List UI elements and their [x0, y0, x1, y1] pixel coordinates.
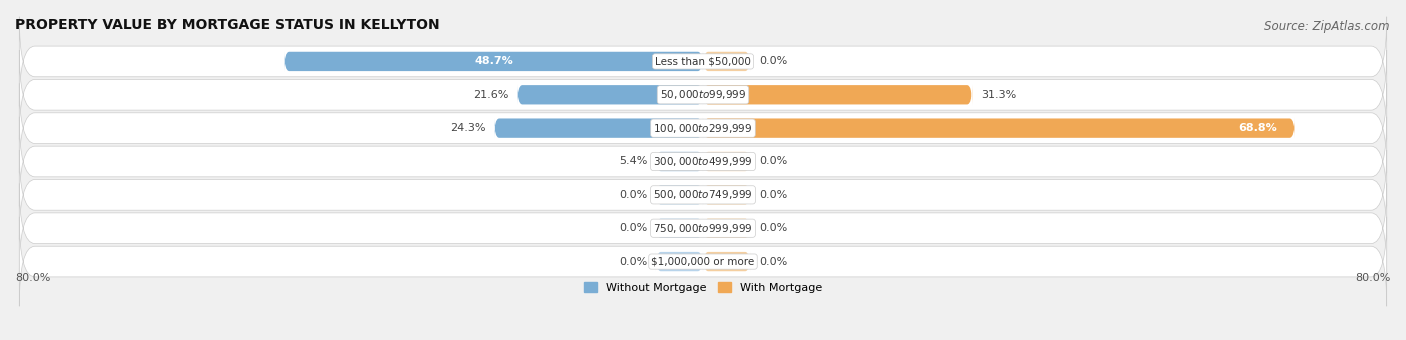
Legend: Without Mortgage, With Mortgage: Without Mortgage, With Mortgage — [579, 278, 827, 297]
Text: 0.0%: 0.0% — [759, 56, 787, 66]
FancyBboxPatch shape — [655, 151, 703, 172]
Text: 5.4%: 5.4% — [619, 156, 647, 167]
Text: 0.0%: 0.0% — [759, 156, 787, 167]
FancyBboxPatch shape — [20, 83, 1386, 173]
FancyBboxPatch shape — [655, 251, 703, 272]
Text: 0.0%: 0.0% — [759, 257, 787, 267]
Text: 80.0%: 80.0% — [1355, 273, 1391, 283]
FancyBboxPatch shape — [703, 251, 751, 272]
Text: 68.8%: 68.8% — [1239, 123, 1278, 133]
Text: 21.6%: 21.6% — [474, 90, 509, 100]
FancyBboxPatch shape — [20, 117, 1386, 206]
Text: 0.0%: 0.0% — [759, 223, 787, 233]
Text: $500,000 to $749,999: $500,000 to $749,999 — [654, 188, 752, 201]
Text: 0.0%: 0.0% — [619, 223, 647, 233]
Text: 80.0%: 80.0% — [15, 273, 51, 283]
FancyBboxPatch shape — [703, 84, 972, 105]
Text: 31.3%: 31.3% — [981, 90, 1017, 100]
Text: 24.3%: 24.3% — [450, 123, 485, 133]
Text: 0.0%: 0.0% — [759, 190, 787, 200]
FancyBboxPatch shape — [517, 84, 703, 105]
FancyBboxPatch shape — [655, 218, 703, 239]
Text: $100,000 to $299,999: $100,000 to $299,999 — [654, 122, 752, 135]
FancyBboxPatch shape — [655, 185, 703, 205]
FancyBboxPatch shape — [703, 151, 751, 172]
Text: $50,000 to $99,999: $50,000 to $99,999 — [659, 88, 747, 101]
FancyBboxPatch shape — [20, 17, 1386, 106]
FancyBboxPatch shape — [20, 184, 1386, 273]
FancyBboxPatch shape — [284, 51, 703, 72]
Text: Source: ZipAtlas.com: Source: ZipAtlas.com — [1264, 20, 1389, 33]
Text: 0.0%: 0.0% — [619, 257, 647, 267]
FancyBboxPatch shape — [20, 217, 1386, 306]
Text: $750,000 to $999,999: $750,000 to $999,999 — [654, 222, 752, 235]
FancyBboxPatch shape — [703, 51, 751, 72]
FancyBboxPatch shape — [494, 118, 703, 138]
FancyBboxPatch shape — [20, 50, 1386, 139]
Text: 48.7%: 48.7% — [474, 56, 513, 66]
FancyBboxPatch shape — [703, 185, 751, 205]
FancyBboxPatch shape — [20, 150, 1386, 240]
Text: PROPERTY VALUE BY MORTGAGE STATUS IN KELLYTON: PROPERTY VALUE BY MORTGAGE STATUS IN KEL… — [15, 18, 440, 32]
Text: 0.0%: 0.0% — [619, 190, 647, 200]
FancyBboxPatch shape — [703, 118, 1295, 138]
Text: $300,000 to $499,999: $300,000 to $499,999 — [654, 155, 752, 168]
Text: Less than $50,000: Less than $50,000 — [655, 56, 751, 66]
Text: $1,000,000 or more: $1,000,000 or more — [651, 257, 755, 267]
FancyBboxPatch shape — [703, 218, 751, 239]
